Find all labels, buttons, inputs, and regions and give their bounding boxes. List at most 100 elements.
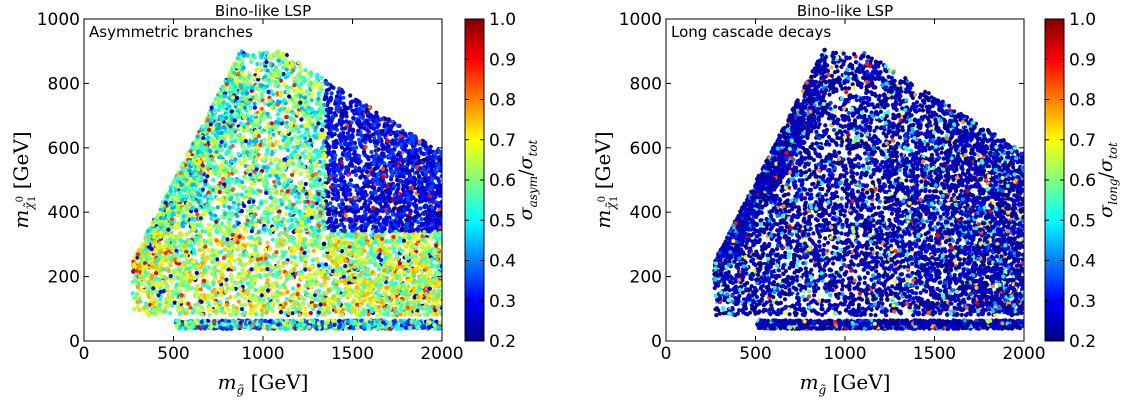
left-scatter-point: [306, 249, 311, 254]
left-scatter-point: [266, 219, 271, 225]
left-scatter-point: [253, 288, 258, 293]
left-scatter-point: [291, 161, 296, 166]
left-scatter-point: [230, 80, 235, 85]
left-scatter-point: [368, 233, 374, 238]
left-scatter-point: [282, 175, 287, 180]
left-scatter-point: [287, 311, 292, 316]
left-scatter-point: [238, 121, 243, 126]
left-scatter-point: [281, 216, 286, 221]
left-scatter-point: [272, 73, 277, 79]
left-scatter-point: [359, 169, 364, 174]
left-scatter-point: [130, 291, 135, 296]
left-scatter-point: [159, 203, 164, 209]
left-scatter-point: [156, 311, 161, 316]
left-scatter-point: [249, 59, 254, 64]
left-scatter-point: [253, 303, 258, 309]
left-scatter-point: [276, 259, 281, 265]
left-scatter-point: [358, 299, 363, 304]
left-scatter-point: [252, 55, 257, 60]
left-scatter-point: [393, 212, 398, 217]
left-scatter-point: [340, 312, 345, 317]
left-scatter-point: [412, 182, 418, 187]
left-scatter-point: [217, 123, 222, 128]
left-scatter-point: [301, 75, 306, 80]
left-scatter-point: [290, 295, 295, 300]
left-scatter-point: [202, 249, 207, 254]
left-scatter-point: [323, 173, 328, 178]
left-scatter-point: [197, 248, 202, 253]
left-scatter-point: [203, 258, 208, 263]
left-scatter-point: [231, 200, 237, 205]
left-scatter-point: [185, 195, 190, 200]
left-scatter-point: [268, 157, 273, 162]
left-scatter-point: [345, 157, 350, 162]
left-scatter-point: [412, 155, 417, 160]
left-scatter-point: [239, 192, 244, 197]
left-scatter-point: [252, 105, 257, 110]
left-scatter-point: [342, 104, 347, 109]
left-scatter-point: [342, 224, 347, 229]
left-scatter-point: [340, 198, 345, 203]
left-scatter-point: [305, 130, 310, 135]
left-scatter-point: [286, 308, 291, 313]
left-scatter-points: [130, 49, 442, 331]
left-scatter-point: [212, 108, 217, 113]
left-scatter-point: [187, 230, 192, 235]
left-scatter-point: [309, 215, 314, 220]
left-scatter-point: [158, 207, 163, 212]
left-scatter-point: [377, 134, 382, 139]
left-scatter-point: [232, 258, 237, 263]
left-scatter-point: [227, 312, 233, 317]
left-scatter-point: [407, 287, 412, 292]
left-scatter-point: [364, 103, 369, 108]
left-scatter-point: [332, 305, 337, 310]
left-scatter-point: [218, 292, 223, 297]
left-scatter-point: [241, 235, 246, 240]
left-scatter-point: [260, 313, 265, 318]
left-scatter-point: [314, 257, 320, 262]
left-scatter-point: [270, 237, 275, 242]
left-scatter-point: [376, 147, 381, 152]
left-scatter-point: [308, 272, 313, 277]
left-scatter-point: [292, 88, 297, 93]
left-scatter-point: [368, 243, 373, 249]
left-scatter-point: [270, 79, 275, 84]
left-scatter-point: [316, 263, 322, 268]
left-scatter-point: [253, 250, 258, 255]
left-scatter-point: [240, 102, 245, 107]
left-scatter-point: [218, 154, 223, 159]
left-scatter-point: [268, 263, 273, 269]
left-scatter-point: [168, 311, 173, 316]
left-scatter-point: [206, 300, 211, 305]
left-scatter-point: [260, 219, 265, 225]
left-scatter-point: [277, 284, 282, 290]
left-scatter-point: [323, 262, 328, 267]
left-scatter-point: [249, 229, 254, 234]
left-scatter-point: [278, 274, 283, 280]
left-scatter-point: [219, 114, 224, 119]
left-scatter-point: [230, 187, 235, 192]
left-scatter-point: [329, 91, 334, 96]
left-scatter-point: [225, 237, 230, 242]
left-scatter-point: [251, 124, 256, 129]
left-scatter-point: [259, 55, 264, 60]
left-scatter-point: [206, 285, 211, 291]
left-scatter-point: [397, 261, 402, 266]
left-scatter-point: [297, 164, 302, 169]
left-scatter-point: [287, 199, 292, 204]
left-scatter-point: [391, 287, 396, 292]
left-scatter-point: [281, 304, 286, 310]
left-scatter-point: [200, 260, 205, 266]
left-scatter-point: [357, 166, 362, 171]
left-scatter-point: [268, 203, 273, 208]
left-scatter-point: [285, 148, 291, 153]
left-scatter-point: [132, 296, 137, 301]
left-scatter-point: [352, 149, 357, 154]
left-scatter-point: [290, 172, 295, 177]
left-scatter-point: [278, 309, 284, 315]
left-scatter-point: [419, 221, 425, 226]
left-scatter-point: [296, 129, 301, 134]
left-scatter-point: [322, 159, 327, 164]
left-scatter-point: [397, 199, 402, 204]
left-scatter-point: [318, 116, 323, 121]
